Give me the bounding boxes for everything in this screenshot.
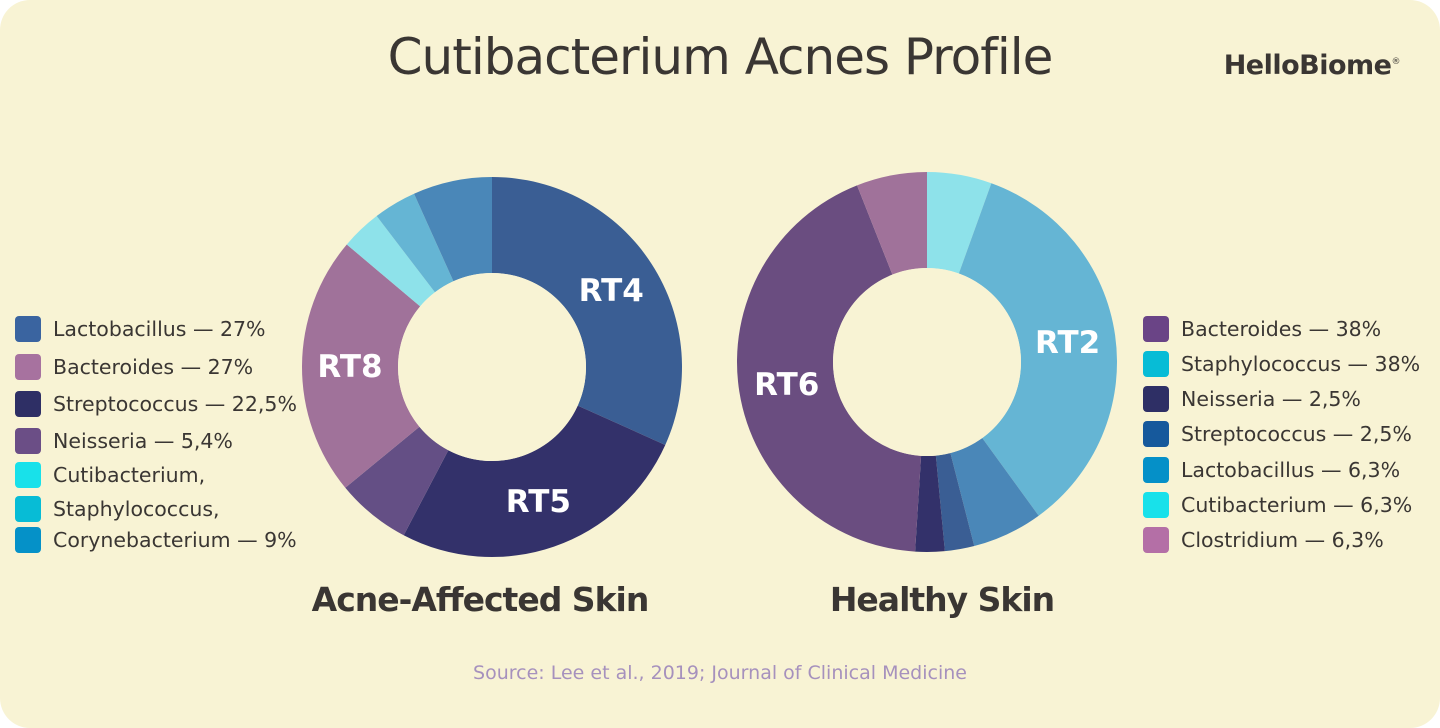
legend-swatch [15, 527, 41, 553]
legend-label: Staphylococcus — 38% [1181, 352, 1421, 376]
legend-item-acne-3: Neisseria — 5,4% [15, 428, 233, 454]
legend-swatch [1143, 421, 1169, 447]
legend-label: Lactobacillus — 27% [53, 317, 266, 341]
slice-acne-4 [346, 216, 435, 307]
donut-hole-acne [398, 273, 586, 461]
legend-item-healthy-6: Clostridium — 6,3% [1143, 527, 1384, 553]
slice-healthy-1 [958, 183, 1118, 516]
slice-label-acne-rt4: RT4 [579, 273, 644, 309]
slice-healthy-0 [927, 172, 992, 274]
legend-label: Neisseria — 5,4% [53, 429, 233, 453]
legend-label: Clostridium — 6,3% [1181, 528, 1384, 552]
legend-swatch [15, 462, 41, 488]
legend-swatch [1143, 527, 1169, 553]
legend-item-healthy-0: Bacteroides — 38% [1143, 316, 1381, 342]
legend-label: Streptococcus — 22,5% [53, 392, 297, 416]
brand-logo: HelloBiome® [1223, 50, 1401, 81]
legend-swatch [1143, 316, 1169, 342]
legend-label: Cutibacterium, [53, 463, 206, 487]
donut-hole-healthy [833, 268, 1021, 456]
legend-item-healthy-2: Neisseria — 2,5% [1143, 386, 1361, 412]
legend-label: Lactobacillus — 6,3% [1181, 458, 1401, 482]
legend-item-acne-2: Streptococcus — 22,5% [15, 391, 297, 417]
slice-label-healthy-rt6: RT6 [754, 367, 819, 403]
legend-item-healthy-5: Cutibacterium — 6,3% [1143, 492, 1412, 518]
legend-acne: Lactobacillus — 27% Bacteroides — 27% Stre… [15, 316, 315, 556]
legend-label: Streptococcus — 2,5% [1181, 422, 1412, 446]
slice-healthy-2 [950, 438, 1039, 547]
chart-title-healthy: Healthy Skin [829, 580, 1055, 619]
slice-acne-3 [302, 244, 421, 488]
legend-label: Staphylococcus, [53, 497, 220, 521]
legend-label: Neisseria — 2,5% [1181, 387, 1361, 411]
slice-healthy-6 [857, 172, 927, 275]
slice-healthy-5 [737, 185, 922, 552]
legend-swatch [15, 316, 41, 342]
slice-label-acne-rt5: RT5 [506, 484, 571, 520]
brand-name: HelloBiome [1223, 50, 1392, 81]
legend-swatch [1143, 351, 1169, 377]
legend-item-healthy-3: Streptococcus — 2,5% [1143, 421, 1412, 447]
legend-label: Bacteroides — 27% [53, 355, 254, 379]
legend-item-healthy-1: Staphylococcus — 38% [1143, 351, 1420, 377]
legend-label: Bacteroides — 38% [1181, 317, 1382, 341]
registered-mark: ® [1391, 57, 1401, 67]
legend-swatch [15, 428, 41, 454]
slice-healthy-3 [935, 453, 975, 552]
slice-label-acne-rt8: RT8 [317, 349, 382, 385]
legend-item-acne-4: Cutibacterium, [15, 462, 205, 488]
page-title: Cutibacterium Acnes Profile [387, 28, 1054, 86]
chart-title-acne: Acne-Affected Skin [311, 580, 650, 619]
slice-acne-2 [345, 426, 449, 536]
slice-acne-0 [492, 177, 682, 445]
legend-item-acne-5: Staphylococcus, [15, 496, 220, 522]
legend-item-acne-1: Bacteroides — 27% [15, 354, 253, 380]
legend-swatch [1143, 386, 1169, 412]
legend-label: Corynebacterium — 9% [53, 528, 297, 552]
slice-acne-1 [403, 405, 666, 557]
legend-swatch [15, 496, 41, 522]
slice-acne-5 [376, 193, 454, 293]
legend-healthy: Bacteroides — 38% Staphylococcus — 38% Nei… [1143, 316, 1438, 556]
legend-swatch [1143, 457, 1169, 483]
legend-swatch [15, 354, 41, 380]
legend-item-healthy-4: Lactobacillus — 6,3% [1143, 457, 1400, 483]
legend-item-acne-6: Corynebacterium — 9% [15, 527, 297, 553]
legend-swatch [15, 391, 41, 417]
legend-label: Cutibacterium — 6,3% [1181, 493, 1413, 517]
slice-healthy-4 [915, 455, 945, 552]
slice-label-healthy-rt2: RT2 [1035, 325, 1100, 361]
source-citation: Source: Lee et al., 2019; Journal of Cli… [473, 662, 967, 684]
slice-acne-6 [414, 177, 492, 282]
legend-item-acne-0: Lactobacillus — 27% [15, 316, 266, 342]
legend-swatch [1143, 492, 1169, 518]
